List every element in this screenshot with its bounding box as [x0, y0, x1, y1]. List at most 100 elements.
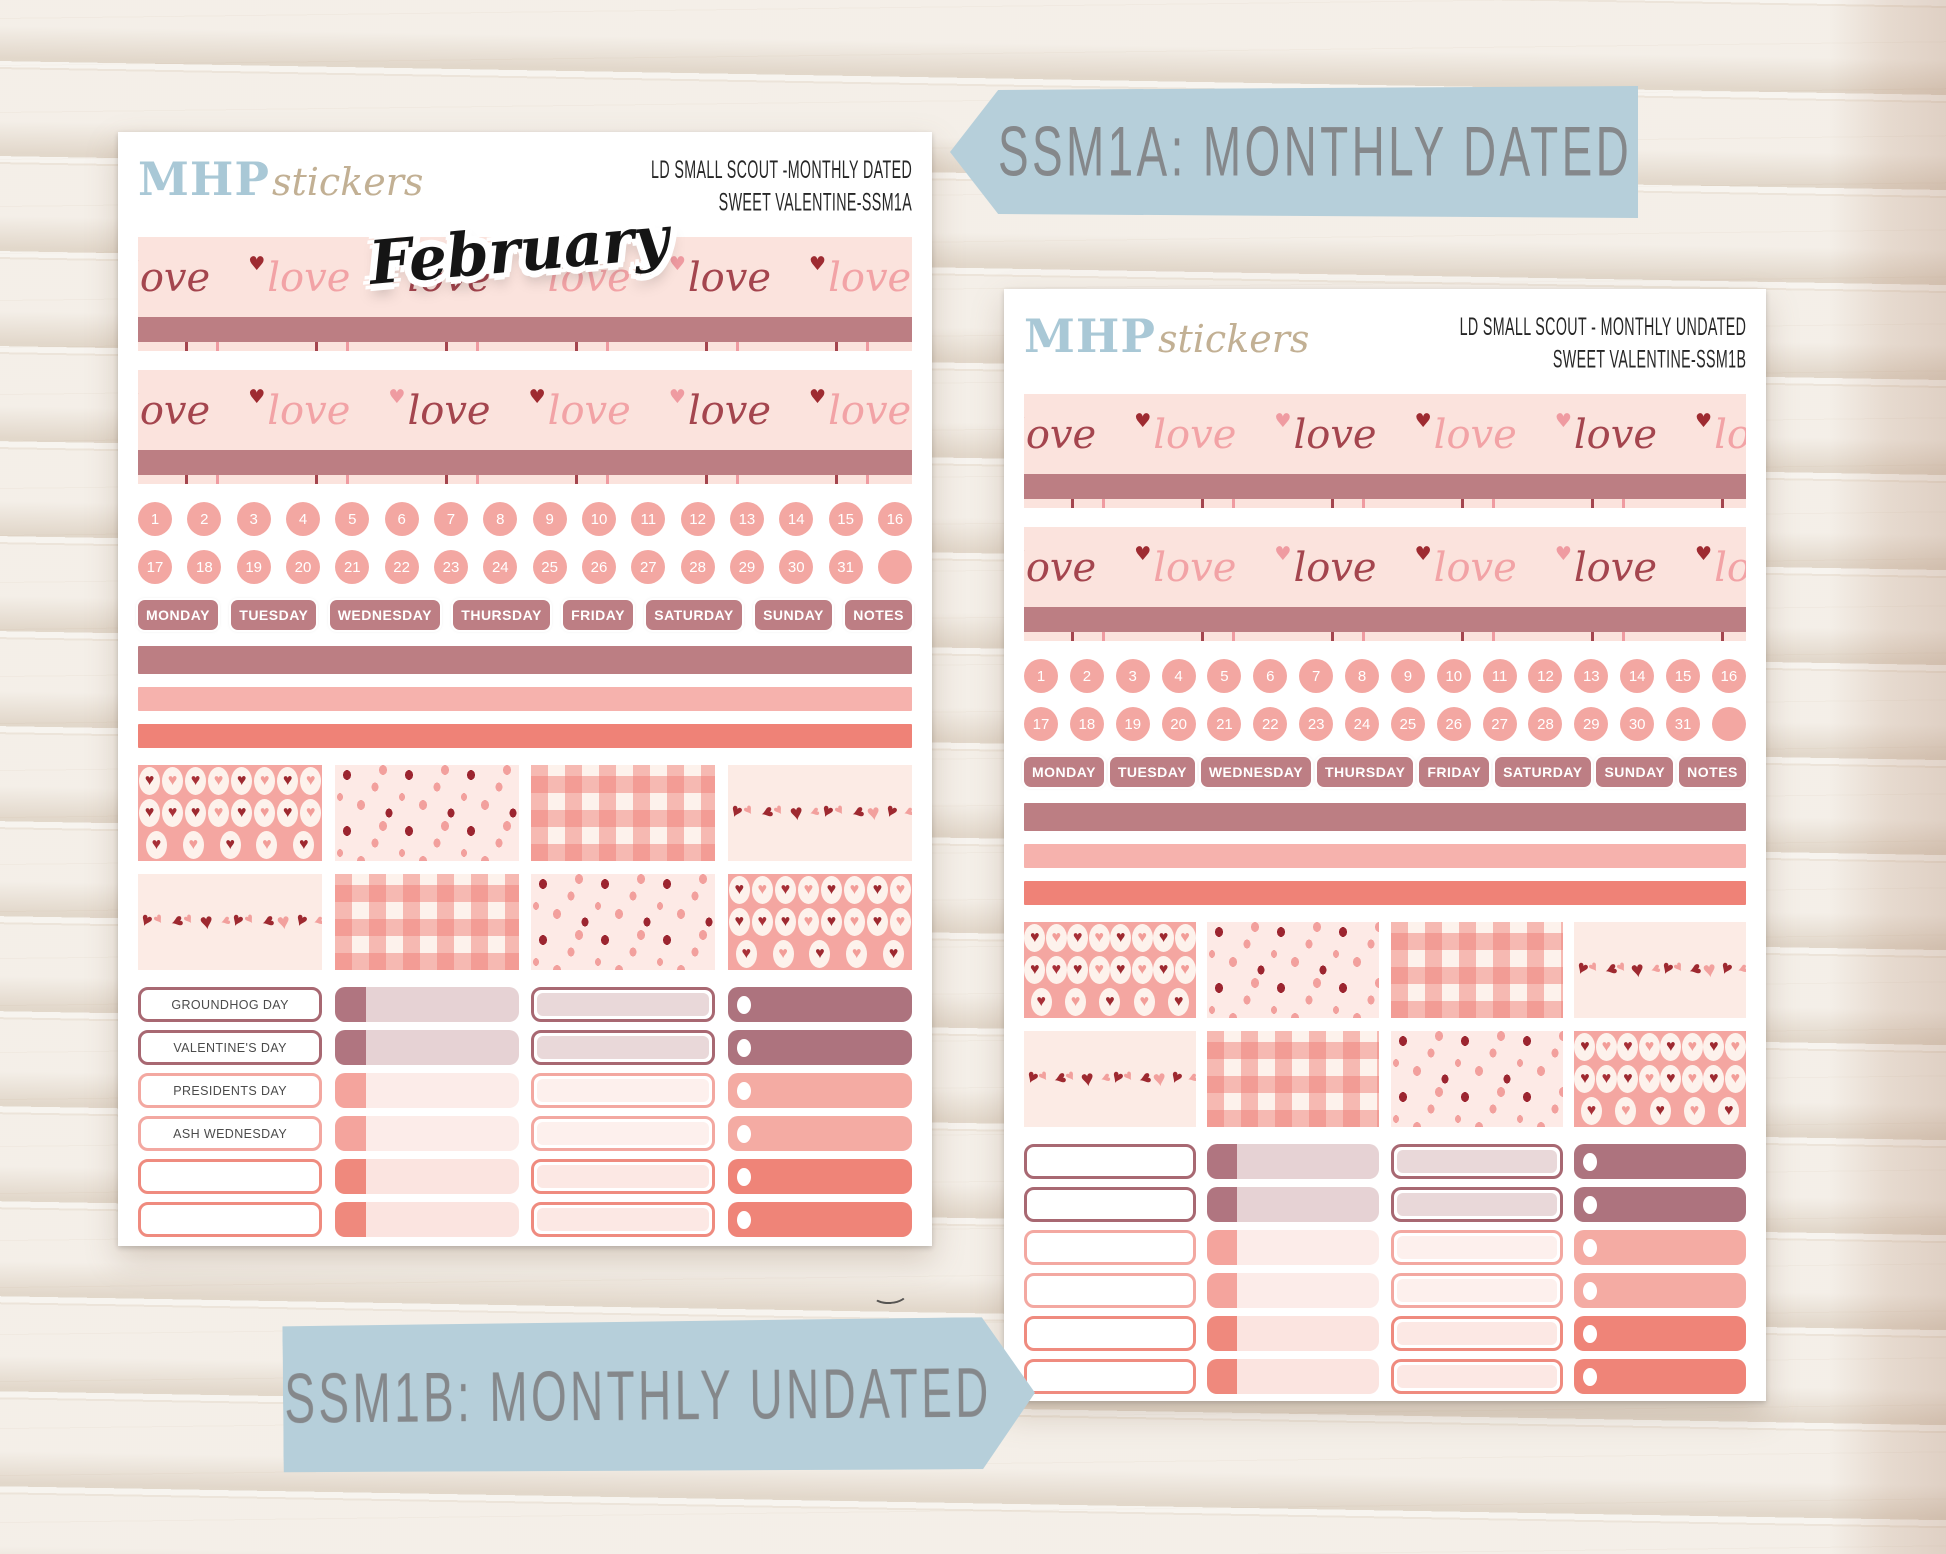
- event-sticker-rows: [1024, 1144, 1746, 1394]
- heart-glyph: ♥: [797, 908, 819, 936]
- date-circle-sticker: 20: [285, 550, 320, 584]
- sheet-a-header: MHPstickers LD SMALL SCOUT -MONTHLY DATE…: [138, 156, 912, 218]
- event-two-tone-sticker: [334, 1116, 519, 1151]
- washi-edge-sliver: [138, 475, 912, 484]
- heart-glyph: ♥: [866, 876, 888, 904]
- date-circles-row-2: 17 18 19 20 21 22 23 24 25 26 27 28 29 30 31: [1024, 707, 1746, 741]
- heart-glyph: ♥: [1638, 1065, 1660, 1093]
- day-label-sticker: THURSDAY: [1316, 757, 1414, 787]
- pattern-hearts-in-ovals: ♥ ♥ ♥ ♥ ♥ ♥ ♥ ♥ ♥ ♥ ♥ ♥ ♥ ♥ ♥ ♥ ♥ ♥ ♥ ♥ ♥: [1024, 922, 1196, 1018]
- date-circle-sticker: 19: [1115, 707, 1150, 741]
- heart-glyph: ♥: [1045, 956, 1067, 984]
- heart-glyph: ♥: [1660, 1065, 1682, 1093]
- pattern-swatch-grid: ♥ ♥ ♥ ♥ ♥ ♥ ♥ ♥ ♥ ♥ ♥ ♥ ♥ ♥ ♥ ♥ ♥ ♥ ♥ ♥ ♥ ♥ ♥ ♥ ♥ ♥ ♥ ♥ ♥ ♥ ♥ ♥ ♥ ♥ ♥ ♥ ♥ ♥…: [138, 765, 912, 970]
- heart-glyph: ♥: [1067, 924, 1089, 952]
- callout-banner-ssm1b-text: SSM1B: MONTHLY UNDATED: [284, 1354, 992, 1439]
- washi-mauve-edge-bar: [1024, 607, 1746, 632]
- date-circle-sticker: 13: [729, 502, 764, 536]
- event-outline-sticker: [531, 1073, 716, 1108]
- date-circle-sticker: 9: [532, 502, 567, 536]
- event-label-sticker: ASH WEDNESDAY: [138, 1116, 323, 1151]
- washi-love-word: love: [1415, 543, 1517, 591]
- date-circle-sticker: 29: [729, 550, 764, 584]
- event-solid-sticker: [727, 1202, 912, 1237]
- event-solid-sticker: [1574, 1359, 1746, 1394]
- date-circle-sticker: 1: [1024, 659, 1058, 693]
- washi-love-word: love: [1024, 410, 1096, 458]
- heart-glyph: ♥: [300, 767, 322, 795]
- event-row: VALENTINE'S DAY: [138, 1030, 912, 1065]
- sheet-a-title: LD SMALL SCOUT -MONTHLY DATED SWEET VALE…: [651, 156, 912, 220]
- event-outline-sticker: [1390, 1230, 1563, 1265]
- date-circle-sticker: 4: [285, 502, 320, 536]
- sheet-b-header: MHPstickers LD SMALL SCOUT - MONTHLY UND…: [1024, 313, 1746, 375]
- event-label-sticker: [1024, 1359, 1196, 1394]
- date-circle-sticker: 14: [779, 502, 814, 536]
- date-circle-sticker: 6: [1253, 659, 1288, 693]
- date-circle-sticker: 16: [877, 502, 912, 536]
- event-two-tone-sticker: [334, 1030, 519, 1065]
- heart-glyph: ♥: [1174, 956, 1196, 984]
- event-two-tone-sticker: [1207, 1230, 1380, 1265]
- event-outline-sticker: [1390, 1359, 1563, 1394]
- date-circle-sticker: 29: [1574, 707, 1609, 741]
- heart-glyph: ♥: [1153, 956, 1175, 984]
- date-circle-sticker: 23: [1299, 707, 1334, 741]
- heart-glyph: ♥: [1681, 1065, 1703, 1093]
- date-circle-sticker: 11: [631, 502, 666, 536]
- date-circle-sticker: 30: [779, 550, 814, 584]
- heart-glyph: ♥: [1683, 1097, 1705, 1125]
- date-circle-sticker: 14: [1620, 659, 1655, 693]
- pattern-scattered-dots: [531, 874, 716, 970]
- event-solid-sticker: [1574, 1316, 1746, 1351]
- date-circle-sticker: 12: [680, 502, 715, 536]
- date-circle-sticker: 18: [187, 550, 222, 584]
- heart-glyph: ♥: [843, 876, 865, 904]
- day-label-sticker: TUESDAY: [231, 600, 317, 630]
- event-solid-sticker: [727, 1116, 912, 1151]
- day-label-sticker: SATURDAY: [1495, 757, 1591, 787]
- sheet-b-title-line1: LD SMALL SCOUT - MONTHLY UNDATED: [1459, 314, 1746, 342]
- day-label-sticker: MONDAY: [1024, 757, 1104, 787]
- event-row: [1024, 1187, 1746, 1222]
- washi-strip-love-2: lovelovelovelovelovelovelovelove: [138, 370, 912, 484]
- date-circle-sticker: 1: [138, 502, 172, 536]
- heart-glyph: ♥: [889, 876, 911, 904]
- heart-glyph: ♥: [208, 799, 230, 827]
- day-label-sticker: NOTES: [845, 600, 912, 630]
- heart-glyph: ♥: [751, 876, 773, 904]
- event-row: [1024, 1230, 1746, 1265]
- heart-glyph: ♥: [1024, 956, 1046, 984]
- heart-glyph: ♥: [256, 831, 278, 859]
- mhp-stickers-logo: MHPstickers: [138, 156, 423, 202]
- heart-glyph: ♥: [1595, 1033, 1617, 1061]
- event-two-tone-sticker: [1207, 1144, 1380, 1179]
- washi-love-word: love: [669, 253, 771, 301]
- heart-glyph: ♥: [735, 940, 757, 968]
- heart-glyph: ♥: [185, 799, 207, 827]
- date-circle-sticker: 24: [1345, 707, 1380, 741]
- event-label-sticker: [1024, 1187, 1196, 1222]
- solid-bar-light-pink: [138, 687, 912, 711]
- washi-edge-sliver: [1024, 499, 1746, 508]
- washi-love-word: love: [138, 386, 210, 434]
- pattern-scattered-hearts: ♥ ♥ ♥ ♥ ♥ ♥ ♥ ♥ ♥ ♥ ♥ ♥: [727, 765, 912, 861]
- heart-glyph: ♥: [820, 908, 842, 936]
- washi-edge-sliver: [1024, 632, 1746, 641]
- date-circle-sticker: 15: [828, 502, 863, 536]
- washi-love-word: love: [1274, 410, 1376, 458]
- event-two-tone-sticker: [1207, 1187, 1380, 1222]
- event-row: GROUNDHOG DAY: [138, 987, 912, 1022]
- event-row: [1024, 1144, 1746, 1179]
- solid-bar-salmon: [1024, 881, 1746, 905]
- date-circle-sticker: 2: [1069, 659, 1104, 693]
- event-label-sticker: [1024, 1230, 1196, 1265]
- hole-dot: [736, 1124, 751, 1143]
- callout-banner-ssm1b: SSM1B: MONTHLY UNDATED: [282, 1317, 1035, 1476]
- pattern-gingham-check: [1207, 1031, 1380, 1127]
- mhp-stickers-logo: MHPstickers: [1024, 313, 1309, 359]
- event-outline-sticker: [531, 1202, 716, 1237]
- washi-love-word: love: [809, 253, 911, 301]
- heart-glyph: ♥: [797, 876, 819, 904]
- event-row: [1024, 1273, 1746, 1308]
